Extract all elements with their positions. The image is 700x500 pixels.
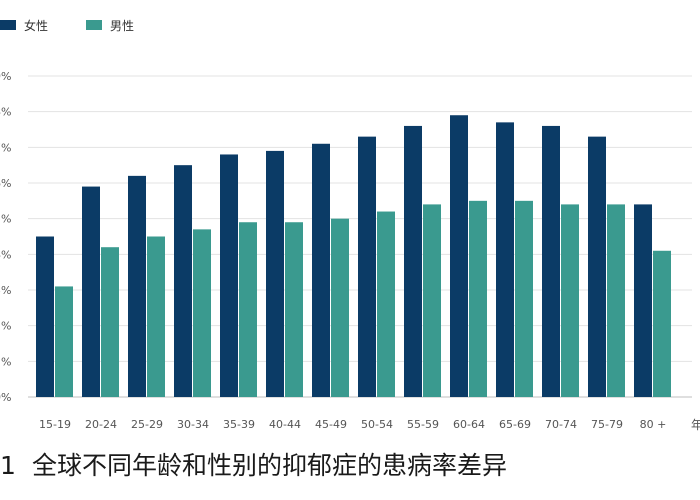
bar-male (55, 286, 73, 397)
bar-female (358, 136, 376, 397)
x-tick-label: 15-19 (39, 418, 71, 431)
legend-label-male: 男性 (110, 18, 135, 33)
legend-item-male: 男性 (86, 17, 134, 34)
x-tick-label: 35-39 (223, 418, 255, 431)
y-tick-label: 5% (0, 213, 11, 226)
bar-male (607, 204, 625, 397)
y-tick-label: 6% (0, 177, 11, 190)
y-tick-label: 8% (0, 106, 11, 119)
bar-male (147, 236, 165, 397)
y-tick-label: 2% (0, 320, 11, 333)
bar-female (174, 165, 192, 397)
bar-female (496, 122, 514, 397)
y-tick-label: 1% (0, 355, 11, 368)
bar-male (377, 211, 395, 397)
bar-female (266, 150, 284, 397)
x-tick-label: 30-34 (177, 418, 209, 431)
x-tick-label: 45-49 (315, 418, 347, 431)
bar-female (450, 115, 468, 397)
figure-number: 1 (0, 451, 16, 480)
bar-male (331, 218, 349, 397)
y-tick-label: 4% (0, 248, 11, 261)
x-tick-label: 20-24 (85, 418, 117, 431)
x-tick-label: 80 + (640, 418, 667, 431)
chart-legend: 女性 男性 (0, 14, 172, 36)
x-tick-label: 25-29 (131, 418, 163, 431)
x-axis-label: 年 (691, 418, 700, 432)
bar-male (469, 200, 487, 397)
bar-female (82, 186, 100, 397)
bar-male (561, 204, 579, 397)
x-tick-label: 65-69 (499, 418, 531, 431)
y-tick-label: 3% (0, 284, 11, 297)
x-tick-label: 70-74 (545, 418, 577, 431)
bar-female (542, 125, 560, 397)
bar-male (285, 222, 303, 397)
legend-swatch-female (0, 20, 16, 30)
bar-male (515, 200, 533, 397)
bar-chart: 0% 1% 2% 3% 4% 5% 6% 7% 8% 9% 15-19 20-24 25-29 30-34… (0, 70, 700, 432)
bar-female (312, 143, 330, 397)
x-tick-label: 60-64 (453, 418, 485, 431)
legend-item-female: 女性 (0, 17, 48, 34)
bar-male (193, 229, 211, 397)
bar-male (101, 247, 119, 397)
figure-caption: 1 全球不同年龄和性别的抑郁症的患病率差异 (0, 446, 700, 486)
x-tick-label: 55-59 (407, 418, 439, 431)
legend-swatch-male (86, 20, 103, 30)
y-tick-label: 9% (0, 70, 11, 83)
y-tick-label: 7% (0, 141, 11, 154)
x-tick-label: 40-44 (269, 418, 301, 431)
bar-female (220, 154, 238, 397)
bar-male (423, 204, 441, 397)
x-tick-label: 75-79 (591, 418, 623, 431)
bar-male (239, 222, 257, 397)
y-tick-label: 0% (0, 391, 11, 404)
bar-male (653, 250, 671, 397)
legend-label-female: 女性 (24, 18, 49, 33)
bar-female (128, 175, 146, 397)
bar-female (588, 136, 606, 397)
bar-female (36, 236, 54, 397)
x-tick-label: 50-54 (361, 418, 393, 431)
figure-caption-text: 全球不同年龄和性别的抑郁症的患病率差异 (32, 451, 508, 480)
bar-female (404, 125, 422, 397)
bar-female (634, 204, 652, 397)
